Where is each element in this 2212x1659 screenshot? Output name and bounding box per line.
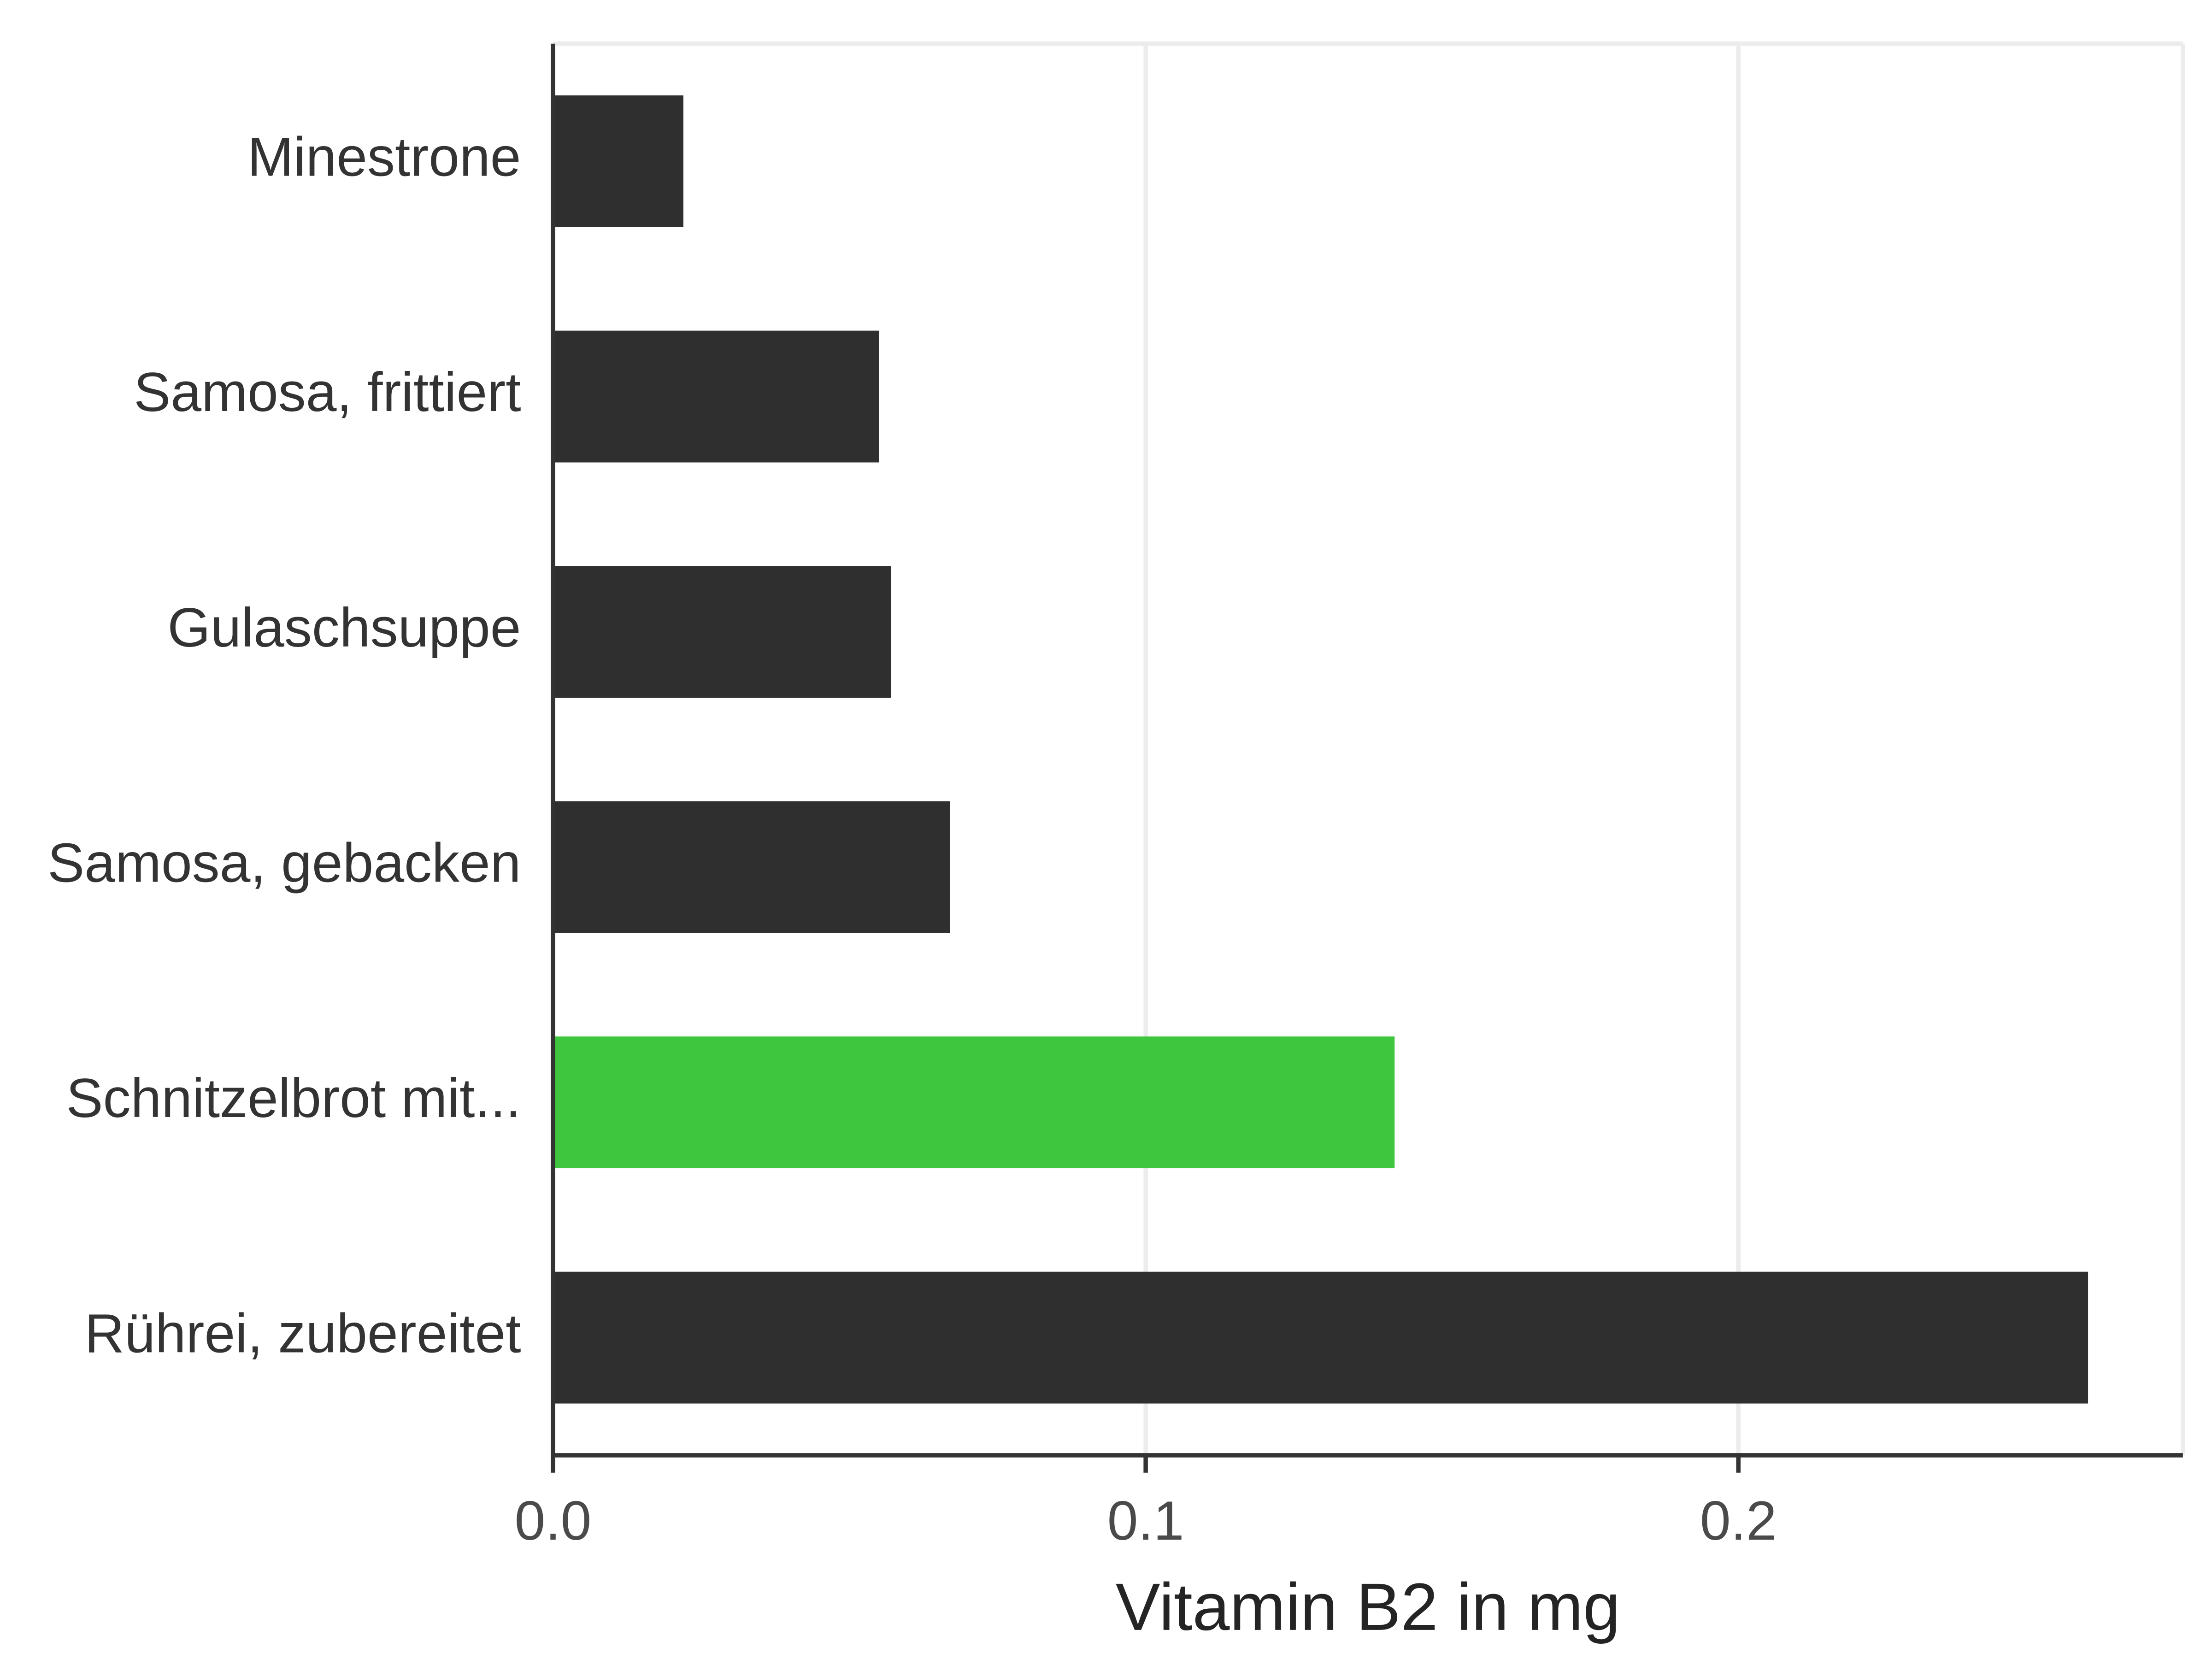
bar — [553, 1036, 1394, 1168]
x-tick-label: 0.1 — [1107, 1490, 1184, 1552]
bar — [553, 801, 950, 933]
y-category-label: Samosa, frittiert — [134, 361, 521, 423]
chart-container: 0.0 0.1 0.2 Minestrone Samosa, frittiert Gula… — [0, 0, 2212, 1659]
y-category-label: Gulaschsuppe — [167, 597, 521, 659]
x-axis-label: Vitamin B2 in mg — [1116, 1569, 1620, 1644]
y-category-label: Samosa, gebacken — [47, 832, 521, 894]
y-category-label: Rührei, zubereitet — [84, 1302, 521, 1364]
y-category-label: Minestrone — [247, 126, 521, 188]
bar — [553, 331, 879, 463]
bar-chart: 0.0 0.1 0.2 Minestrone Samosa, frittiert Gula… — [0, 0, 2212, 1659]
y-category-label: Schnitzelbrot mit... — [66, 1067, 521, 1129]
chart-bg — [0, 0, 2212, 1659]
x-tick-label: 0.2 — [1700, 1490, 1777, 1552]
bar — [553, 95, 683, 227]
bar — [553, 1272, 2088, 1404]
x-tick-label: 0.0 — [515, 1490, 592, 1552]
bar — [553, 566, 891, 698]
